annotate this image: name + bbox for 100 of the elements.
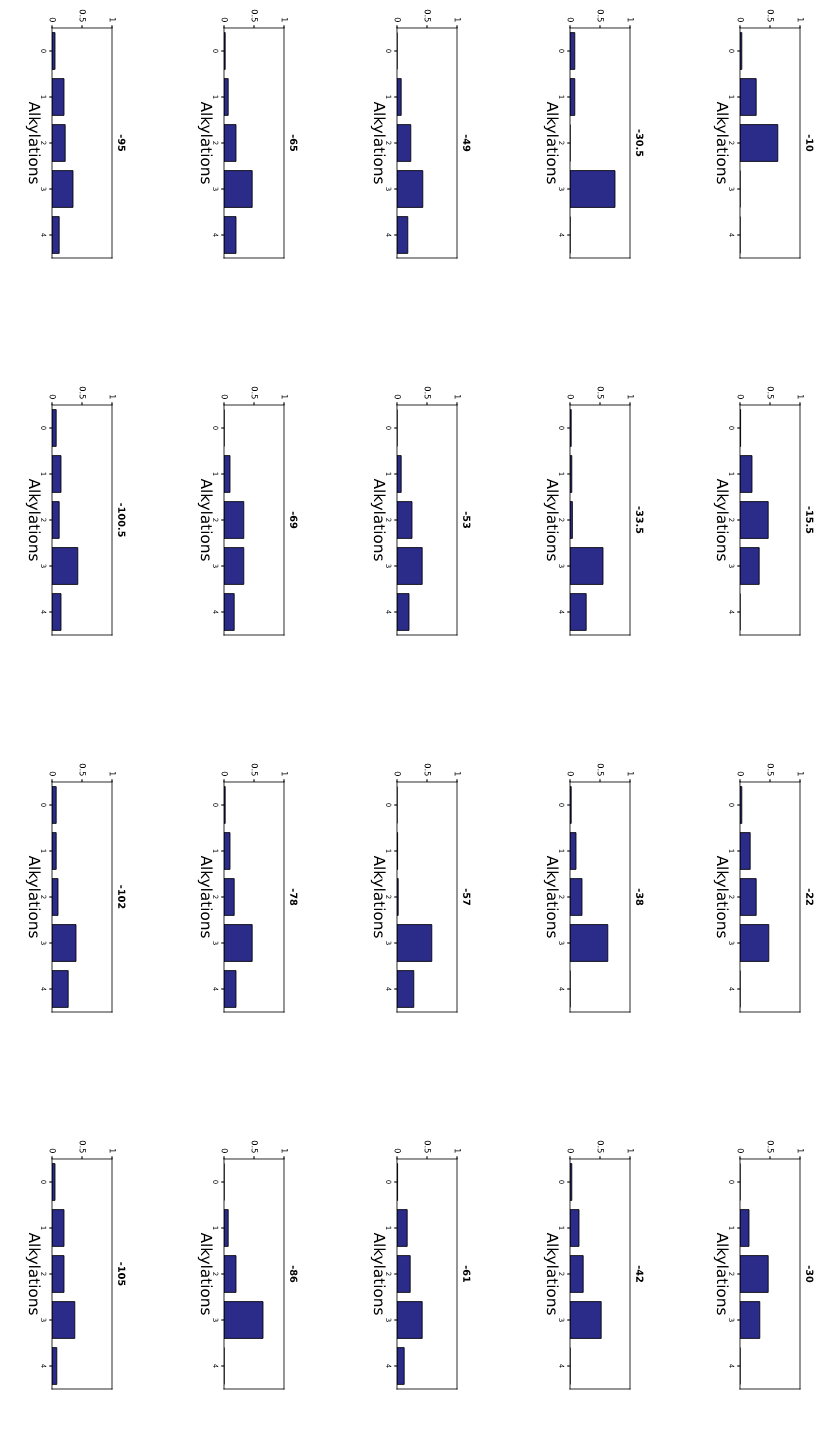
y-axis-title: Alkylations (25, 855, 41, 938)
text: -15.5 (806, 506, 814, 534)
y-axis-title: Alkylations (713, 478, 729, 561)
y-axis-title: Alkylations (713, 1232, 729, 1315)
y-axis-title: Alkylations (197, 101, 213, 184)
x-tick-label: 0.5 (767, 1140, 774, 1153)
y-axis-title: Alkylations (713, 101, 729, 184)
y-axis-title: Alkylations (370, 1232, 386, 1315)
text: -69 (290, 511, 298, 529)
x-tick-label: 1 (281, 395, 288, 399)
x-tick-label: 0.5 (597, 1140, 604, 1153)
x-tick-label: 1 (797, 395, 804, 399)
text: -30.5 (636, 129, 644, 157)
x-tick-label: 0 (737, 17, 744, 22)
text: -10 (806, 134, 814, 152)
x-tick-label: 1 (627, 395, 634, 399)
x-tick-label: 0 (567, 17, 574, 22)
y-axis-title: Alkylations (370, 855, 386, 938)
x-tick-label: 0 (221, 771, 228, 776)
x-tick-label: 0.5 (79, 763, 86, 776)
x-tick-label: 1 (281, 18, 288, 22)
x-tick-label: 0 (737, 771, 744, 776)
x-tick-label: 1 (109, 772, 116, 776)
x-tick-label: 1 (454, 772, 461, 776)
x-tick-label: 1 (281, 1149, 288, 1153)
y-axis-title: Alkylations (370, 101, 386, 184)
x-tick-label: 0.5 (79, 386, 86, 399)
x-tick-label: 0 (394, 17, 401, 22)
x-tick-label: 0 (49, 394, 56, 399)
y-axis-title: Alkylations (25, 101, 41, 184)
x-tick-label: 0.5 (597, 386, 604, 399)
y-axis-title: Alkylations (197, 478, 213, 561)
y-axis-title: Alkylations (713, 855, 729, 938)
text: -86 (290, 1265, 298, 1283)
y-axis-title: Alkylations (543, 101, 559, 184)
text: -78 (290, 888, 298, 906)
x-tick-label: 0 (394, 771, 401, 776)
x-tick-label: 0 (567, 771, 574, 776)
y-axis-title: Alkylations (25, 478, 41, 561)
x-tick-label: 0.5 (767, 9, 774, 22)
x-tick-label: 0.5 (251, 1140, 258, 1153)
text: -57 (463, 888, 471, 906)
text: -49 (463, 134, 471, 152)
x-tick-label: 0.5 (251, 386, 258, 399)
x-tick-label: 0 (221, 17, 228, 22)
x-tick-label: 1 (109, 1149, 116, 1153)
x-tick-label: 1 (109, 18, 116, 22)
x-tick-label: 0.5 (424, 1140, 431, 1153)
text: -105 (118, 1262, 126, 1286)
x-tick-label: 1 (454, 395, 461, 399)
x-tick-label: 0.5 (79, 9, 86, 22)
x-tick-label: 0.5 (597, 9, 604, 22)
x-tick-label: 0.5 (424, 386, 431, 399)
x-tick-label: 0 (394, 1148, 401, 1153)
x-tick-label: 0.5 (597, 763, 604, 776)
x-tick-label: 0 (221, 1148, 228, 1153)
x-tick-label: 0.5 (251, 763, 258, 776)
x-tick-label: 1 (454, 18, 461, 22)
x-tick-label: 0 (567, 1148, 574, 1153)
x-tick-label: 1 (797, 1149, 804, 1153)
text: -61 (463, 1265, 471, 1283)
x-tick-label: 0 (49, 1148, 56, 1153)
x-tick-label: 1 (454, 1149, 461, 1153)
text: -22 (806, 888, 814, 905)
x-tick-label: 0 (567, 394, 574, 399)
y-axis-title: Alkylations (197, 1232, 213, 1315)
text: -65 (290, 134, 298, 152)
y-axis-title: Alkylations (543, 1232, 559, 1315)
x-tick-label: 1 (109, 395, 116, 399)
text: -102 (118, 885, 126, 909)
y-axis-title: Alkylations (543, 855, 559, 938)
x-tick-label: 1 (281, 772, 288, 776)
x-tick-label: 0 (737, 1148, 744, 1153)
x-tick-label: 0 (394, 394, 401, 399)
x-tick-label: 0 (737, 394, 744, 399)
text: -95 (118, 134, 126, 152)
x-tick-label: 0.5 (767, 763, 774, 776)
text: -38 (636, 888, 644, 906)
text: -100.5 (118, 503, 126, 537)
x-tick-label: 1 (797, 772, 804, 776)
x-tick-label: 0.5 (424, 763, 431, 776)
x-tick-label: 1 (627, 1149, 634, 1153)
x-tick-label: 0.5 (251, 9, 258, 22)
x-tick-label: 0.5 (767, 386, 774, 399)
text: -53 (463, 511, 471, 529)
y-axis-title: Alkylations (370, 478, 386, 561)
x-tick-label: 1 (627, 772, 634, 776)
y-axis-title: Alkylations (543, 478, 559, 561)
x-tick-label: 0.5 (424, 9, 431, 22)
x-tick-label: 0 (49, 17, 56, 22)
x-tick-label: 1 (797, 18, 804, 22)
text: -30 (806, 1265, 814, 1283)
text: -42 (636, 1265, 644, 1282)
x-tick-label: 1 (627, 18, 634, 22)
x-tick-label: 0 (221, 394, 228, 399)
y-axis-title: Alkylations (197, 855, 213, 938)
y-axis-title: Alkylations (25, 1232, 41, 1315)
x-tick-label: 0 (49, 771, 56, 776)
x-tick-label: 0.5 (79, 1140, 86, 1153)
text: -33.5 (636, 506, 644, 534)
